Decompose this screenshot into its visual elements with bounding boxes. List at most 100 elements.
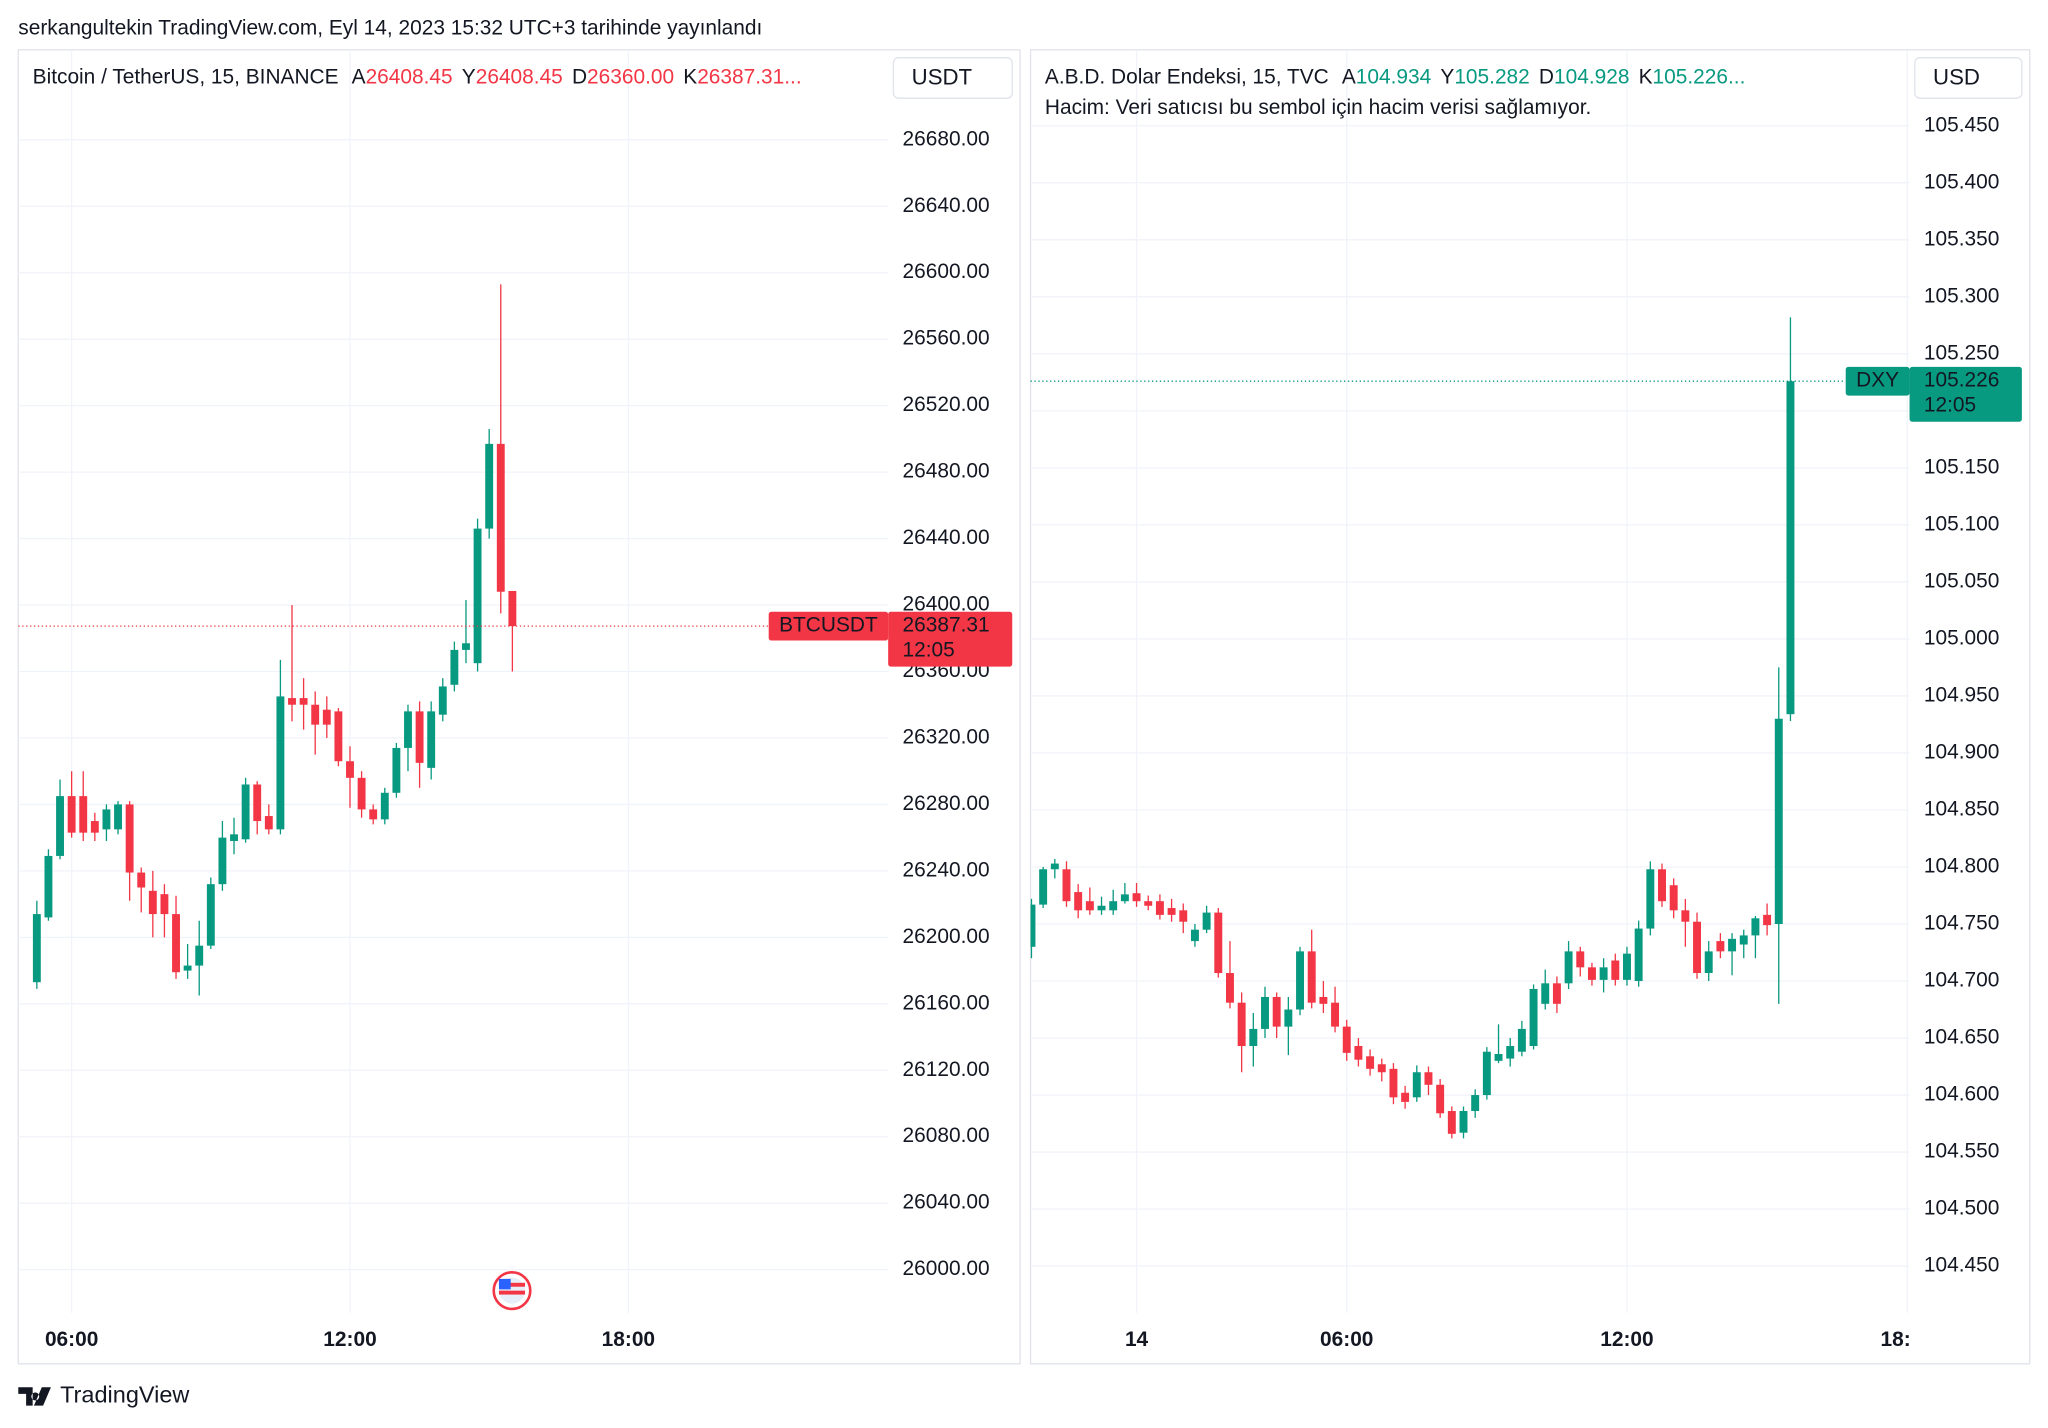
y-tick-label: 105.250 [1924, 341, 1999, 364]
y-tick-label: 26400.00 [903, 593, 990, 616]
y-tick-label: 105.450 [1924, 113, 1999, 136]
panel-frame [1029, 49, 2031, 1365]
candle-body [1611, 960, 1620, 980]
price-tag-box [1909, 366, 2022, 422]
x-tick-label: 14 [1125, 1328, 1149, 1351]
candle-body [1471, 1095, 1480, 1112]
candle-body [288, 698, 296, 705]
candle-body [102, 809, 111, 830]
y-tick-label: 26160.00 [903, 991, 990, 1014]
candle-body [230, 834, 238, 841]
x-tick-label: 18:00 [602, 1328, 655, 1351]
candle-body [346, 761, 354, 778]
candle-body [415, 711, 424, 763]
candle-body [1179, 910, 1188, 922]
candle-body [427, 711, 436, 768]
ohlc-value: 105.282 [1454, 65, 1529, 88]
price-tag-value: 26387.31 [903, 614, 990, 637]
candle-body [160, 894, 169, 915]
panel-frame [17, 49, 1021, 1365]
candle-body [90, 821, 99, 833]
ohlc-value: 105.226... [1653, 65, 1746, 88]
candle-body [1389, 1068, 1398, 1098]
ohlc-label: A [352, 65, 366, 88]
candle-body [172, 914, 180, 973]
candle-body [195, 945, 204, 966]
candle-body [1774, 718, 1783, 925]
candle-body [241, 784, 250, 840]
candle-body [1062, 869, 1071, 902]
candle-body [1167, 908, 1176, 915]
candle-body [1517, 1028, 1526, 1052]
ohlc-value: 104.934 [1356, 65, 1431, 88]
candle-body [1693, 921, 1702, 974]
x-axis: 06:00 12:00 18:00 [45, 1328, 655, 1351]
event-icon[interactable] [492, 1271, 532, 1311]
candle-body [1739, 935, 1748, 945]
x-tick-label: 06:00 [1320, 1328, 1373, 1351]
candle-body [357, 777, 366, 810]
candle-body [1436, 1084, 1445, 1114]
candle-body [1237, 1002, 1246, 1047]
ohlc-value: 104.928 [1554, 65, 1629, 88]
candle-body [1751, 918, 1760, 936]
ohlc-label: Y [462, 65, 476, 88]
candle-body [1786, 381, 1795, 715]
price-tag-countdown: 12:05 [1924, 394, 1976, 417]
candle-body [1541, 983, 1550, 1004]
price-tag-value: 105.226 [1924, 369, 1999, 392]
candle-body [1342, 1026, 1351, 1053]
ohlc-label: D [572, 65, 587, 88]
candle-body [148, 890, 157, 915]
y-tick-label: 105.100 [1924, 512, 1999, 535]
candle-body [1202, 912, 1211, 930]
y-tick-label: 104.450 [1924, 1254, 1999, 1277]
candle-body [1634, 928, 1643, 982]
candle-body [125, 804, 134, 873]
plot-area [1030, 49, 1910, 1313]
candle-body [438, 686, 447, 715]
y-tick-label: 104.500 [1924, 1197, 1999, 1220]
y-tick-label: 26040.00 [903, 1191, 990, 1214]
candle-body [299, 698, 308, 705]
candle-body [1681, 910, 1690, 922]
brand-name[interactable]: TradingView [60, 1382, 190, 1408]
legend-line: Bitcoin / TetherUS, 15, BINANCE A26408.45… [33, 65, 802, 88]
candle-body [56, 796, 64, 856]
y-tick-label: 105.350 [1924, 227, 1999, 250]
currency-box [1914, 57, 2023, 99]
y-tick-label: 104.750 [1924, 912, 1999, 935]
y-tick-label: 26280.00 [903, 792, 990, 815]
ohlc-value: 26387.31... [697, 65, 801, 88]
candle-body [1132, 893, 1141, 902]
y-tick-label: 26480.00 [903, 460, 990, 483]
candle-body [380, 792, 389, 820]
candle-body [1097, 905, 1106, 911]
candle-body [1564, 951, 1573, 984]
candle-body [1763, 914, 1772, 926]
candle-body [1284, 1009, 1293, 1027]
price-tag-box [888, 611, 1013, 667]
candle-body [1366, 1056, 1375, 1069]
candle-body [67, 796, 76, 833]
y-tick-label: 26640.00 [903, 194, 990, 217]
candle-body [1704, 951, 1713, 974]
candle-body [322, 709, 331, 725]
chart-panel: 14 06:00 12:00 18:00 105.450 105.400 105.350 10… [1029, 49, 2031, 1365]
y-tick-label: 26440.00 [903, 526, 990, 549]
candle-body [1249, 1028, 1258, 1047]
y-tick-label: 104.550 [1924, 1140, 1999, 1163]
y-tick-label: 104.650 [1924, 1026, 1999, 1049]
currency-label: USDT [912, 64, 973, 89]
candle-body [1331, 1002, 1340, 1027]
brand-logo[interactable] [18, 1387, 51, 1406]
candle-body [32, 914, 41, 983]
y-tick-label: 26680.00 [903, 127, 990, 150]
candle-body [264, 816, 273, 830]
y-tick-label: 104.900 [1924, 740, 1999, 763]
candle-body [1214, 912, 1223, 974]
ohlc-value: 26360.00 [587, 65, 674, 88]
candle-body [1272, 996, 1281, 1027]
panels: 06:00 12:00 18:00 26680.00 26640.00 26600.00 2… [17, 49, 2031, 1365]
